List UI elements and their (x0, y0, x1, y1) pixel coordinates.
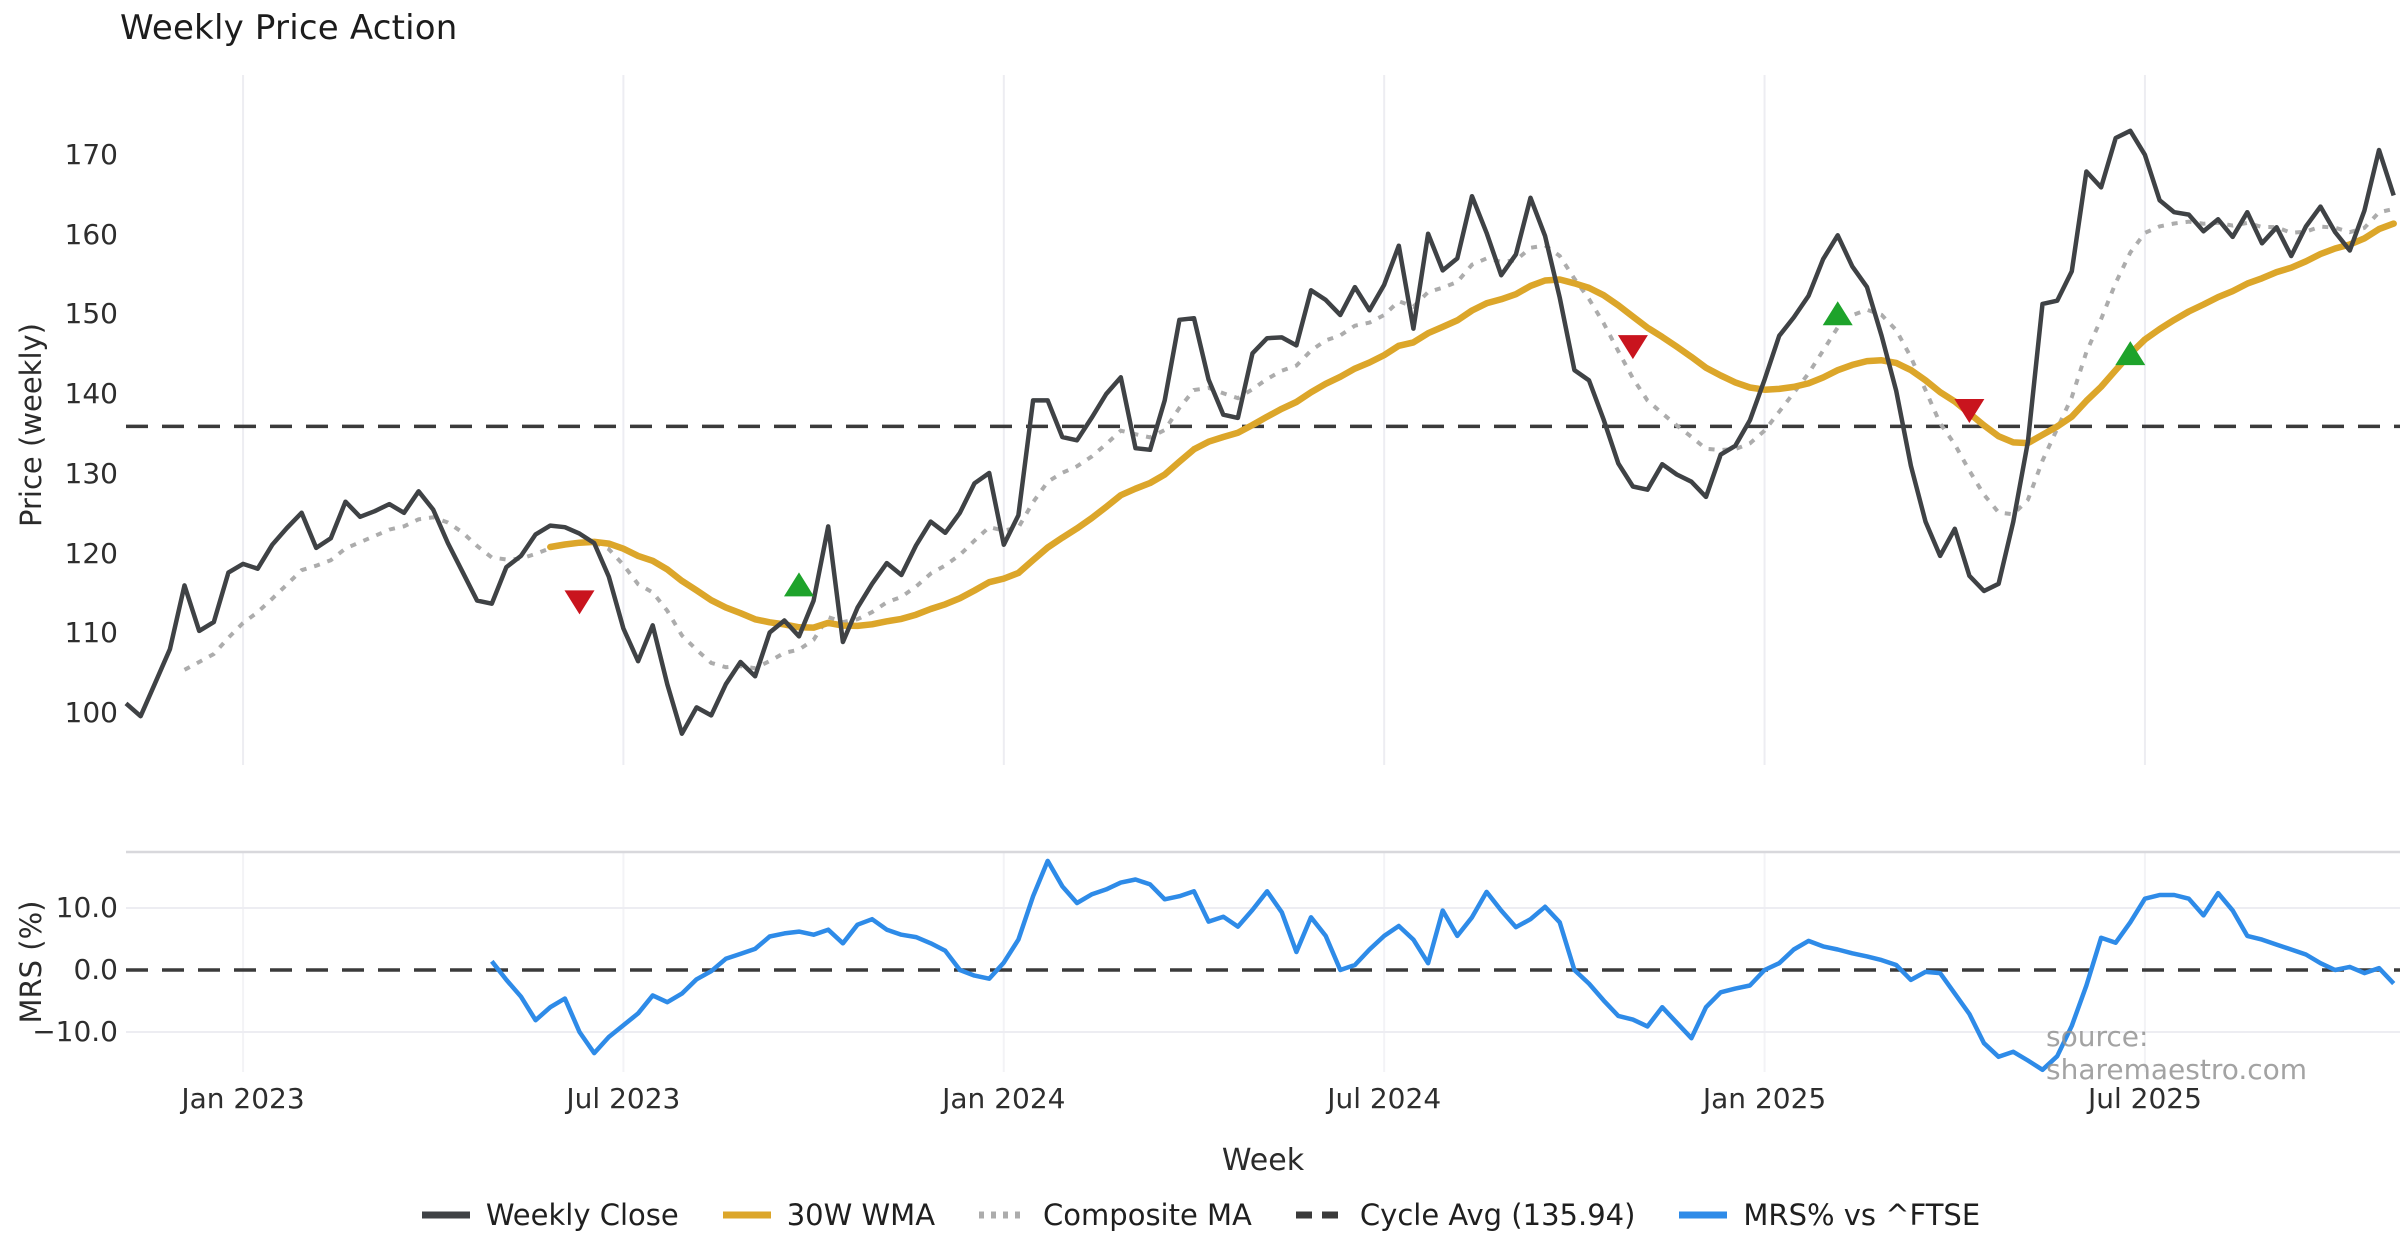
legend-swatch-solid (722, 1211, 771, 1219)
x-tick-label: Jan 2024 (942, 1082, 1066, 1115)
legend-item: Composite MA (977, 1198, 1252, 1232)
legend-label: MRS% vs ^FTSE (1743, 1198, 1981, 1232)
buy-signal-marker (2115, 341, 2146, 366)
x-axis-title: Week (1221, 1143, 1305, 1178)
sell-signal-marker (564, 590, 595, 615)
buy-signal-marker (783, 572, 814, 597)
legend-item: Weekly Close (420, 1198, 679, 1232)
legend-label: Cycle Avg (135.94) (1359, 1198, 1636, 1232)
mrs-tick-label: 0.0 (73, 953, 118, 986)
chart-legend: Weekly Close 30W WMA Composite MA Cycle Avg… (0, 1198, 2400, 1232)
price-tick-label: 100 (64, 696, 118, 729)
price-tick-label: 160 (64, 217, 118, 251)
mrs-line (490, 858, 2396, 1073)
price-tick-label: 110 (64, 616, 118, 650)
price-tick-label: 150 (64, 297, 118, 331)
chart-title: Weekly Price Action (120, 8, 458, 48)
price-tick-label: 140 (64, 377, 118, 410)
legend-label: 30W WMA (786, 1198, 936, 1232)
source-watermark: source: sharemaestro.com (2046, 1020, 2308, 1086)
weekly-close-line (124, 128, 2396, 736)
wma-30w-line (547, 220, 2397, 631)
x-tick-label: Jul 2025 (2087, 1082, 2202, 1115)
sell-signal-marker (1954, 398, 1985, 423)
buy-signal-marker (1822, 301, 1853, 326)
legend-swatch-solid (421, 1211, 470, 1219)
legend-item: 30W WMA (721, 1198, 935, 1232)
composite-ma-line (183, 206, 2395, 672)
legend-swatch-dotted (979, 1211, 1028, 1219)
legend-swatch-dashed (1295, 1211, 1344, 1219)
price-tick-label: 130 (64, 456, 118, 490)
x-tick-label: Jan 2025 (1702, 1082, 1827, 1115)
legend-item: Cycle Avg (135.94) (1294, 1198, 1636, 1232)
legend-label: Composite MA (1043, 1198, 1252, 1232)
x-tick-label: Jul 2024 (1327, 1082, 1442, 1115)
mrs-tick-label: −10.0 (32, 1015, 118, 1048)
price-tick-label: 120 (64, 536, 118, 570)
price-tick-label: 170 (64, 137, 118, 171)
legend-label: Weekly Close (485, 1198, 679, 1232)
x-tick-label: Jul 2023 (566, 1082, 681, 1115)
mrs-tick-label: 10.0 (55, 891, 118, 924)
legend-item: MRS% vs ^FTSE (1677, 1198, 1980, 1232)
x-tick-label: Jan 2023 (181, 1082, 305, 1115)
legend-swatch-solid (1679, 1211, 1728, 1219)
sell-signal-marker (1617, 335, 1648, 360)
